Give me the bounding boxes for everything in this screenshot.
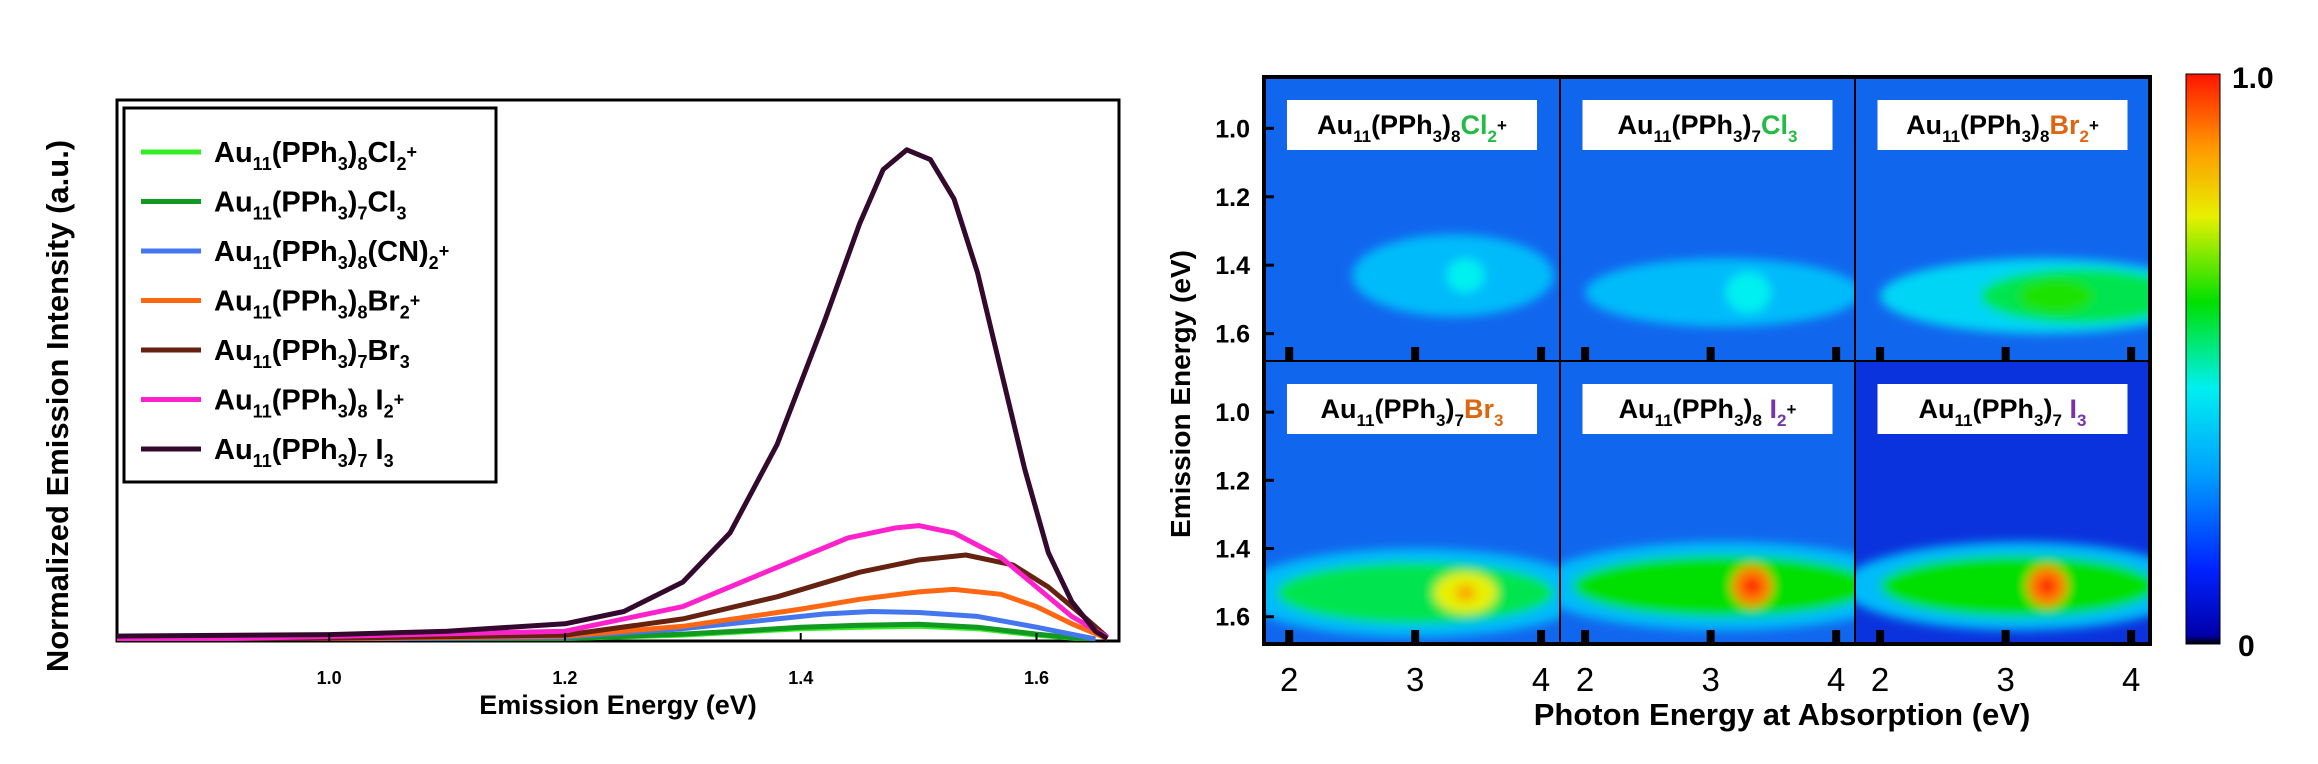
heatmap-intensity-region — [2018, 278, 2094, 314]
heatmap-y-tick-label: 1.4 — [1215, 252, 1250, 280]
series-line-5 — [117, 552, 1109, 641]
panel-label-box — [1582, 100, 1833, 150]
panel-label: Au11(PPh3)8Cl2+ — [1317, 110, 1507, 146]
heatmap-intensity-region — [1446, 258, 1485, 293]
heatmap-intensity-region — [1880, 555, 2150, 617]
heatmap-y-tick-label: 1.2 — [1215, 184, 1250, 212]
heatmap-x-tick-mark — [2127, 630, 2136, 644]
heatmap-intensity-region — [1585, 258, 1855, 327]
heatmap-x-tick-mark — [1706, 347, 1715, 361]
line-legend: Au11(PPh3)8Cl2+ Au11(PPh3)7Cl3 Au11(PPh3)8… — [122, 106, 498, 484]
line-series-group — [117, 147, 1109, 641]
excitation-emission-heatmaps: Au11(PPh3)8Cl2+ Au11(PPh3)7Cl3 Au11(PPh3)8… — [1165, 75, 2152, 732]
heatmap-x-tick-label: 3 — [1996, 661, 2014, 698]
heatmap-x-tick-label: 3 — [1406, 661, 1424, 698]
colorbar-min-label: 0 — [2238, 630, 2255, 663]
legend-label-4: Au11(PPh3)8Br2+ — [214, 286, 420, 323]
colorbar-gradient — [2185, 73, 2221, 645]
panel-label-box — [1287, 100, 1537, 150]
heatmap-x-tick-label: 3 — [1701, 661, 1719, 698]
heatmap-intensity-region — [1276, 562, 1554, 624]
heatmap-x-tick-label: 2 — [1280, 661, 1298, 698]
heatmap-x-tick-mark — [1411, 347, 1420, 361]
series-line-2 — [117, 621, 1096, 641]
legend-label-6: Au11(PPh3)8 I2+ — [214, 385, 404, 422]
line-x-axis-label: Emission Energy (eV) — [479, 690, 757, 720]
heatmap-panel-5: Au11(PPh3)8 I2+ — [1560, 361, 1855, 644]
heatmap-x-tick-label: 2 — [1576, 661, 1594, 698]
panel-label-box — [1877, 384, 2128, 434]
series-line-4 — [117, 586, 1109, 641]
heatmap-x-tick-mark — [1876, 347, 1885, 361]
heatmap-x-tick-mark — [2001, 347, 2010, 361]
heatmap-y-tick-label: 1.2 — [1215, 467, 1250, 495]
heatmap-panel-1: Au11(PPh3)8Cl2+ — [1264, 77, 1560, 361]
heatmap-y-tick-label: 1.0 — [1215, 115, 1250, 143]
panel-label: Au11(PPh3)7Br3 — [1321, 394, 1504, 430]
panel-label-box — [1287, 384, 1537, 434]
heatmap-x-tick-mark — [1876, 630, 1885, 644]
heatmap-panel-6: Au11(PPh3)7 I3 — [1855, 361, 2150, 644]
heatmap-intensity-region — [1572, 555, 1855, 617]
legend-label-5: Au11(PPh3)7Br3 — [214, 335, 410, 372]
panel-label: Au11(PPh3)7 I3 — [1919, 394, 2087, 430]
line-x-ticks: 1.0 1.2 1.4 1.6 — [317, 633, 1049, 688]
heatmap-panel-4: Au11(PPh3)7Br3 — [1264, 361, 1560, 644]
legend-label-1: Au11(PPh3)8Cl2+ — [214, 137, 417, 174]
heatmap-x-tick-mark — [1285, 630, 1294, 644]
heatmap-x-tick-mark — [1537, 630, 1546, 644]
heatmap-x-tick-mark — [1285, 347, 1294, 361]
line-x-tick-label: 1.2 — [552, 668, 577, 688]
legend-label-3: Au11(PPh3)8(CN)2+ — [214, 236, 449, 273]
panel-label: Au11(PPh3)8Br2+ — [1906, 110, 2099, 146]
heatmap-x-tick-mark — [1706, 630, 1715, 644]
heatmap-panel-2: Au11(PPh3)7Cl3 — [1560, 77, 1855, 361]
heatmap-intensity-region — [1725, 272, 1771, 314]
series-line-7 — [117, 147, 1109, 641]
heatmap-y-tick-label: 1.4 — [1215, 536, 1250, 564]
heatmap-panel-3: Au11(PPh3)8Br2+ — [1855, 77, 2150, 361]
heatmap-y-tick-label: 1.6 — [1215, 604, 1250, 632]
heatmap-y-tick-label: 1.0 — [1215, 399, 1250, 427]
heatmap-intensity-region — [2038, 577, 2056, 595]
colorbar: 1.0 0 — [2185, 62, 2274, 663]
series-line-6 — [117, 523, 1109, 641]
emission-line-chart: 1.0 1.2 1.4 1.6 Emission Energy (eV) Normal… — [40, 98, 1121, 720]
line-y-axis-label: Normalized Emission Intensity (a.u.) — [40, 140, 75, 672]
heatmap-x-tick-mark — [1537, 347, 1546, 361]
heatmap-x-tick-label: 4 — [1827, 661, 1845, 698]
heatmap-x-tick-label: 4 — [2122, 661, 2140, 698]
heatmap-intensity-region — [1455, 584, 1476, 602]
heatmap-x-tick-mark — [1832, 347, 1841, 361]
panel-label: Au11(PPh3)7Cl3 — [1618, 110, 1798, 146]
panel-label-box — [1877, 100, 2128, 150]
heatmap-x-tick-mark — [1411, 630, 1420, 644]
line-x-tick-label: 1.6 — [1024, 668, 1049, 688]
legend-label-7: Au11(PPh3)7 I3 — [214, 434, 394, 471]
legend-box — [122, 106, 498, 484]
heatmap-y-axis-label: Emission Energy (eV) — [1165, 250, 1196, 538]
heatmap-x-tick-mark — [2127, 347, 2136, 361]
legend-entries: Au11(PPh3)8Cl2+ Au11(PPh3)7Cl3 Au11(PPh3)8… — [141, 137, 449, 471]
heatmap-y-tick-label: 1.6 — [1215, 321, 1250, 349]
legend-label-2: Au11(PPh3)7Cl3 — [214, 187, 406, 224]
line-x-tick-label: 1.0 — [317, 668, 342, 688]
panel-label: Au11(PPh3)8 I2+ — [1619, 394, 1797, 430]
heatmap-x-tick-label: 4 — [1532, 661, 1550, 698]
heatmap-x-tick-label: 2 — [1871, 661, 1889, 698]
heatmap-panels: Au11(PPh3)8Cl2+ Au11(PPh3)7Cl3 Au11(PPh3)8… — [1264, 77, 2150, 644]
heatmap-x-tick-mark — [1581, 347, 1590, 361]
heatmap-x-axis-label: Photon Energy at Absorption (eV) — [1534, 697, 2031, 732]
heatmap-intensity-region — [1743, 577, 1761, 595]
heatmap-y-ticks: 1.0 1.2 1.4 1.6 1.0 1.2 1.4 1.6 — [1215, 115, 1274, 632]
heatmap-x-tick-mark — [2001, 630, 2010, 644]
heatmap-x-tick-mark — [1832, 630, 1841, 644]
line-x-tick-label: 1.4 — [788, 668, 813, 688]
heatmap-x-tick-mark — [1581, 630, 1590, 644]
colorbar-max-label: 1.0 — [2232, 62, 2274, 95]
panel-label-box — [1582, 384, 1833, 434]
